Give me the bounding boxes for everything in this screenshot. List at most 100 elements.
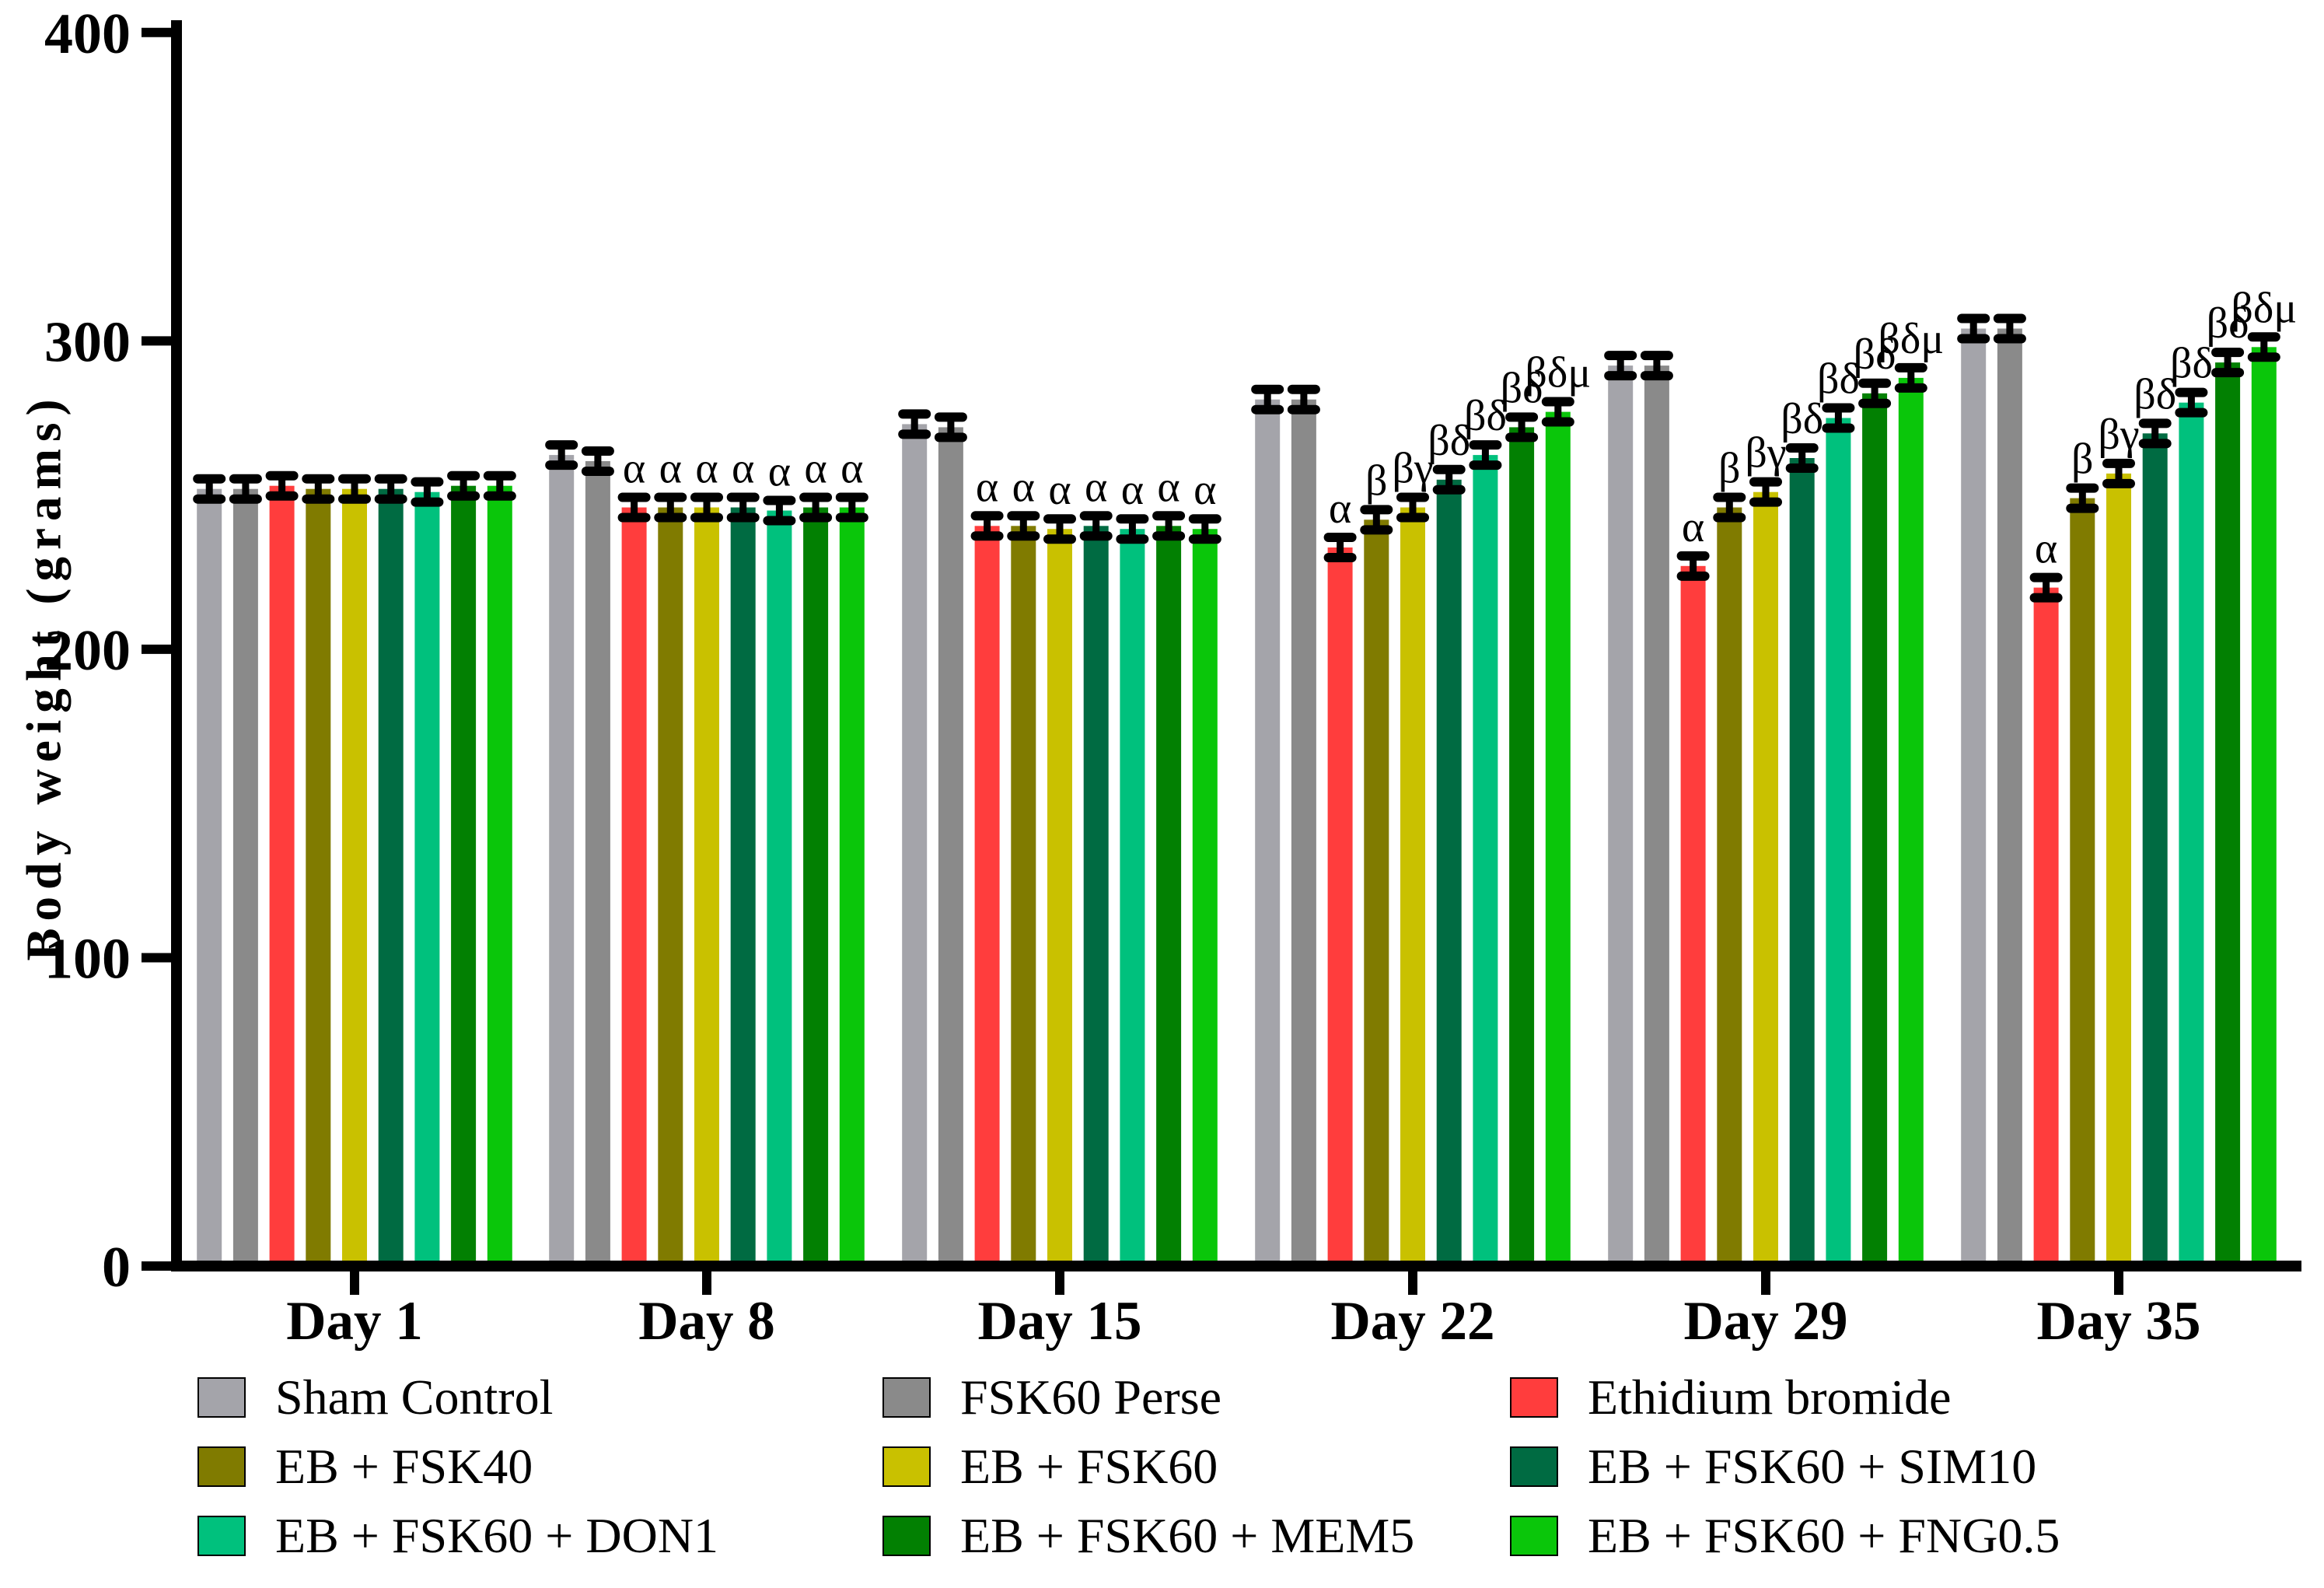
x-tick-label: Day 8 (638, 1291, 775, 1352)
bar-day22-s0 (1255, 399, 1281, 1267)
y-tick-label: 400 (44, 2, 131, 66)
bar-day29-s4 (1753, 491, 1778, 1266)
bar-day1-s6 (414, 491, 440, 1266)
significance-label: βδ (1781, 395, 1823, 443)
bar-day22-s8 (1545, 411, 1571, 1266)
bar-day8-s6 (767, 510, 792, 1266)
bar-day22-s7 (1509, 427, 1535, 1266)
significance-label: βδ (1428, 417, 1470, 465)
significance-label: βγ (2098, 411, 2139, 459)
significance-label: βδ (2170, 340, 2213, 388)
bar-day15-s5 (1083, 526, 1109, 1266)
legend-item-1: FSK60 Perse (882, 1369, 1510, 1425)
y-tick-label: 100 (44, 927, 131, 991)
legend-label: Ethidium bromide (1588, 1369, 1952, 1425)
legend-item-2: Ethidium bromide (1510, 1369, 2060, 1425)
bar-day1-s7 (451, 485, 477, 1266)
bar-day15-s7 (1156, 526, 1182, 1266)
significance-label: α (1048, 466, 1071, 514)
legend-label: EB + FSK60 + SIM10 (1588, 1439, 2037, 1494)
legend-item-7: EB + FSK60 + MEM5 (882, 1508, 1510, 1563)
bar-day35-s7 (2215, 362, 2241, 1267)
bar-day35-s0 (1961, 328, 1987, 1266)
significance-label: β (2071, 435, 2094, 484)
significance-label: α (1085, 463, 1107, 511)
x-tick-label: Day 29 (1683, 1291, 1847, 1352)
significance-label: α (976, 463, 998, 511)
legend-swatch (197, 1516, 246, 1556)
bar-day35-s1 (1997, 328, 2022, 1266)
legend-label: EB + FSK60 (960, 1439, 1218, 1494)
bar-day8-s1 (585, 461, 610, 1266)
bar-day29-s5 (1789, 458, 1815, 1266)
legend-label: EB + FSK40 (275, 1439, 533, 1494)
y-axis-title: Body weight (grams) (16, 392, 72, 961)
bar-day29-s0 (1608, 366, 1634, 1267)
y-tick-label: 300 (44, 310, 131, 374)
significance-label: βδ (2207, 299, 2249, 348)
bar-day1-s5 (378, 488, 404, 1266)
bar-day35-s6 (2179, 402, 2204, 1267)
legend: Sham Control FSK60 Perse Ethidium bromide E… (197, 1369, 2060, 1563)
bar-day1-s8 (487, 485, 512, 1266)
bar-day22-s5 (1436, 479, 1462, 1266)
bar-day8-s8 (839, 507, 865, 1266)
legend-label: FSK60 Perse (960, 1369, 1222, 1425)
significance-label: α (732, 445, 754, 493)
y-tick-label: 0 (102, 1236, 131, 1299)
bar-day15-s8 (1192, 529, 1218, 1266)
bar-day29-s2 (1680, 565, 1706, 1266)
bar-day35-s4 (2106, 473, 2131, 1266)
significance-label: α (1157, 463, 1179, 511)
significance-label: α (695, 445, 718, 493)
legend-item-4: EB + FSK60 (882, 1439, 1510, 1494)
significance-label: α (840, 445, 863, 493)
significance-label: α (1012, 463, 1035, 511)
bar-day29-s8 (1898, 377, 1924, 1266)
significance-label: α (1682, 503, 1704, 551)
significance-label: α (1121, 466, 1144, 514)
bar-day8-s0 (549, 455, 575, 1266)
significance-label: βδ (2134, 370, 2176, 418)
bar-day29-s7 (1862, 393, 1888, 1266)
significance-label: βδ (1464, 392, 1507, 440)
legend-label: EB + FSK60 + MEM5 (960, 1508, 1415, 1563)
bar-day1-s4 (342, 488, 367, 1266)
bar-day15-s3 (1011, 526, 1036, 1266)
legend-swatch (1510, 1516, 1558, 1556)
x-tick-label: Day 15 (977, 1291, 1141, 1352)
significance-label: α (1329, 484, 1351, 533)
significance-label: βγ (1745, 429, 1786, 477)
x-tick-label: Day 22 (1330, 1291, 1494, 1352)
significance-label: β (1718, 445, 1741, 493)
legend-item-0: Sham Control (197, 1369, 882, 1425)
bar-day35-s8 (2251, 347, 2277, 1266)
significance-label: α (659, 445, 682, 493)
x-tick-label: Day 1 (286, 1291, 423, 1352)
significance-label: βγ (1392, 445, 1433, 493)
legend-label: EB + FSK60 + DON1 (275, 1508, 719, 1563)
legend-item-8: EB + FSK60 + FNG0.5 (1510, 1511, 2060, 1561)
legend-swatch (1510, 1377, 1558, 1418)
bar-day35-s5 (2142, 433, 2168, 1266)
significance-label: α (623, 445, 645, 493)
bar-day15-s6 (1120, 529, 1145, 1266)
y-tick-label: 200 (44, 619, 131, 683)
bar-day8-s2 (621, 507, 647, 1266)
bar-day1-s0 (197, 488, 222, 1266)
legend-item-3: EB + FSK40 (197, 1439, 882, 1494)
bar-day22-s4 (1400, 507, 1425, 1266)
bar-day8-s3 (658, 507, 683, 1266)
legend-swatch (882, 1446, 931, 1487)
bar-day8-s5 (730, 507, 756, 1266)
legend-label: Sham Control (275, 1369, 554, 1425)
bar-day1-s3 (306, 488, 331, 1266)
significance-label: α (1193, 466, 1216, 514)
x-tick-label: Day 35 (2036, 1291, 2200, 1352)
significance-label: βδμ (2231, 284, 2297, 332)
bar-day29-s1 (1644, 366, 1669, 1267)
significance-label: βδ (1854, 331, 1896, 379)
significance-label: α (804, 445, 827, 493)
significance-label: βδ (1817, 355, 1860, 404)
